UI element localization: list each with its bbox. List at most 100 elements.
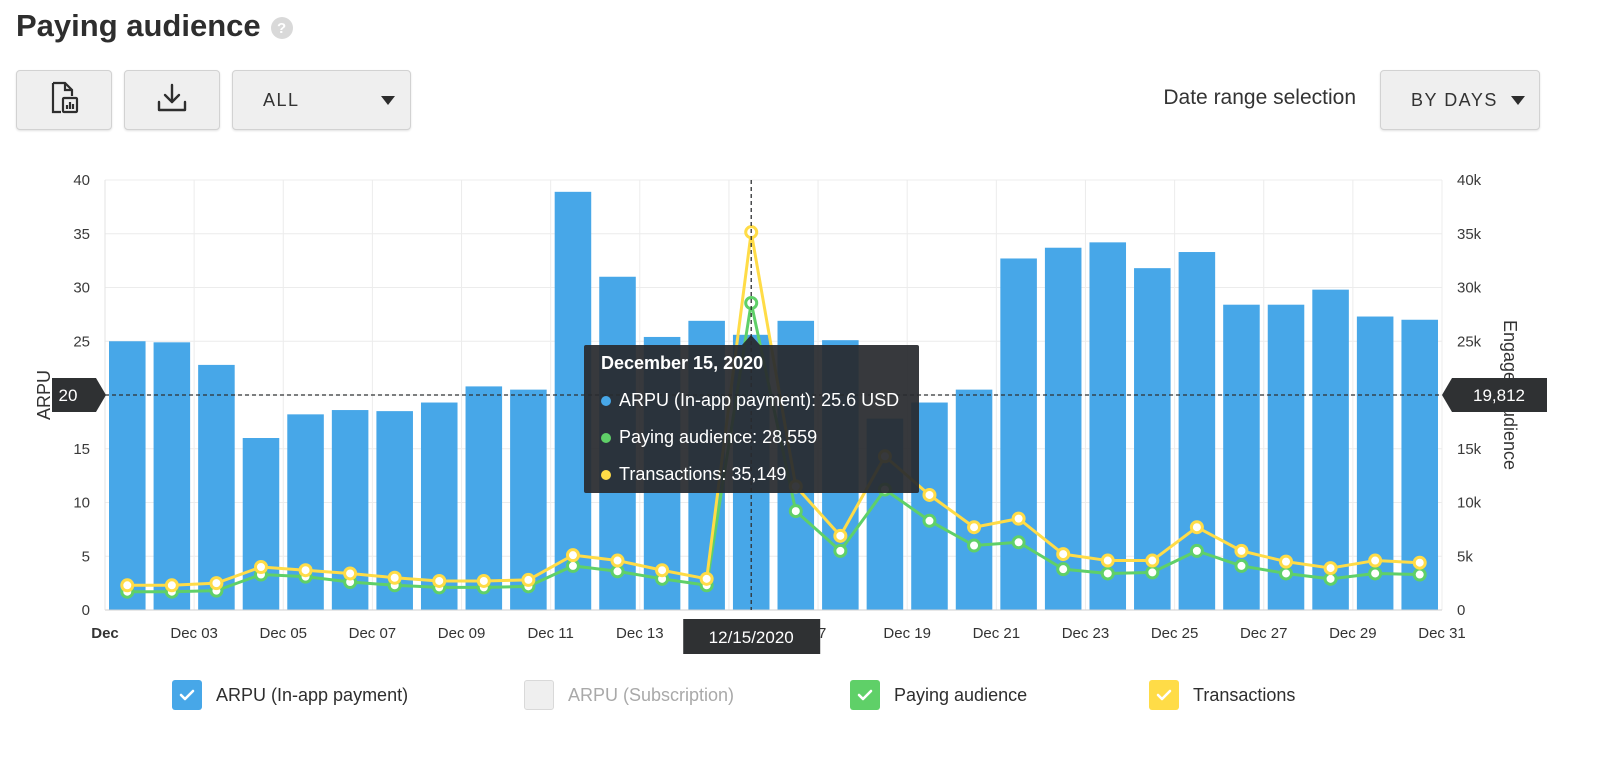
chevron-down-icon	[381, 95, 395, 105]
page-title: Paying audience	[16, 8, 261, 43]
tooltip-dot	[601, 469, 611, 480]
x-tick-label: Dec 19	[883, 625, 931, 642]
point-layer	[120, 225, 1427, 599]
tooltip-row-label: Transactions: 35,149	[619, 464, 787, 484]
chevron-down-icon	[1511, 95, 1525, 105]
date-range-label: Date range selection	[1163, 86, 1356, 109]
x-tick-label: Dec 29	[1329, 625, 1377, 642]
tooltip-title: December 15, 2020	[601, 353, 764, 373]
tooltip-dot	[601, 432, 611, 443]
point-transactions	[1412, 555, 1427, 570]
point-transactions	[253, 560, 268, 574]
filter-dropdown[interactable]: ALL	[232, 70, 411, 130]
point-transactions	[1189, 520, 1204, 535]
tooltip-dot	[601, 395, 611, 406]
point-transactions	[655, 563, 670, 578]
point-paying-audience	[1412, 567, 1427, 582]
legend-label: ARPU (Subscription)	[568, 684, 735, 705]
point-paying-audience	[788, 504, 803, 519]
y-left-tick-label: 0	[82, 602, 90, 619]
y-right-tick-label: 30k	[1457, 280, 1482, 297]
crosshair-right-marker	[1442, 378, 1547, 412]
x-tick-label: Dec 25	[1151, 625, 1199, 642]
bar-arpu	[1312, 289, 1349, 610]
tooltip-row-arpu: ARPU (In-app payment): 25.6 USD	[601, 390, 902, 411]
chart-legend: ARPU (In-app payment) ARPU (Subscription…	[0, 680, 1600, 716]
point-transactions	[1100, 553, 1115, 568]
tooltip-arrow	[742, 335, 760, 345]
legend-item-arpu-subscription[interactable]: ARPU (Subscription)	[524, 680, 734, 710]
bar-arpu	[955, 389, 993, 610]
crosshair-right-value: 19,812	[1473, 386, 1525, 405]
point-paying-audience	[1189, 543, 1204, 558]
point-transactions	[565, 548, 580, 563]
point-transactions	[922, 487, 937, 502]
page-title-row: Paying audience ?	[16, 8, 293, 44]
bar-arpu	[153, 342, 191, 610]
x-tick-label: Dec	[91, 625, 119, 642]
point-paying-audience	[1145, 565, 1160, 580]
x-tick-label: Dec 31	[1418, 625, 1466, 642]
point-transactions	[833, 528, 848, 543]
point-transactions	[164, 578, 179, 593]
date-range-value: BY DAYS	[1411, 89, 1498, 110]
x-tick-label: Dec 21	[973, 625, 1021, 642]
y-right-tick-label: 35k	[1457, 226, 1482, 243]
checkbox-checked-icon[interactable]	[850, 680, 880, 710]
point-transactions	[298, 563, 313, 578]
tooltip-row-label: Paying audience: 28,559	[619, 427, 818, 447]
y-left-tick-label: 5	[82, 548, 90, 565]
y-right-tick-label: 40k	[1457, 172, 1482, 189]
date-range-dropdown[interactable]: BY DAYS	[1380, 70, 1540, 130]
x-tick-label: Dec 05	[260, 625, 308, 642]
y-right-tick-label: 5k	[1457, 548, 1473, 565]
y-right-tick-label: 15k	[1457, 441, 1482, 458]
filter-value: ALL	[263, 89, 300, 110]
report-chart-icon	[48, 81, 80, 120]
legend-label: Transactions	[1193, 684, 1296, 705]
download-button[interactable]	[124, 70, 220, 130]
point-transactions	[610, 553, 625, 568]
point-transactions	[967, 520, 982, 535]
bar-arpu	[465, 386, 503, 610]
legend-item-paying-audience[interactable]: Paying audience	[850, 680, 1027, 710]
y-left-tick-label: 30	[73, 280, 90, 297]
point-paying-audience	[1100, 566, 1115, 581]
bar-arpu	[1000, 258, 1037, 610]
point-transactions	[1368, 553, 1383, 568]
checkbox-unchecked-icon[interactable]	[524, 680, 554, 710]
chart-tooltip: December 15, 2020 ARPU (In-app payment):…	[584, 335, 919, 493]
y-left-tick-label: 25	[73, 333, 90, 350]
crosshair-date: 12/15/2020	[709, 628, 794, 647]
legend-item-arpu-in-app[interactable]: ARPU (In-app payment)	[172, 680, 408, 710]
point-paying-audience	[1234, 558, 1249, 573]
report-button[interactable]	[16, 70, 112, 130]
x-tick-label: Dec 11	[527, 625, 573, 642]
point-paying-audience	[1056, 562, 1071, 577]
download-icon	[156, 82, 188, 119]
point-paying-audience	[1368, 566, 1383, 581]
tooltip-row-paying: Paying audience: 28,559	[601, 427, 902, 448]
x-tick-label: Dec 23	[1062, 625, 1110, 642]
y-left-tick-label: 10	[73, 495, 90, 512]
checkbox-checked-icon[interactable]	[1149, 680, 1179, 710]
point-transactions	[120, 578, 135, 593]
y-right-tick-label: 0	[1457, 602, 1465, 619]
y-right-tick-label: 10k	[1457, 495, 1482, 512]
bar-arpu	[1089, 242, 1127, 610]
tooltip-row-label: ARPU (In-app payment): 25.6 USD	[619, 390, 900, 410]
tooltip-row-transactions: Transactions: 35,149	[601, 464, 902, 485]
point-paying-audience	[1011, 535, 1026, 550]
checkbox-checked-icon[interactable]	[172, 680, 202, 710]
help-icon[interactable]: ?	[270, 17, 293, 39]
legend-label: Paying audience	[894, 684, 1028, 705]
y-right-tick-label: 25k	[1457, 333, 1482, 350]
point-transactions	[209, 576, 224, 591]
y-left-axis-title: ARPU	[34, 370, 54, 420]
legend-item-transactions[interactable]: Transactions	[1149, 680, 1295, 710]
point-transactions	[387, 570, 402, 585]
x-tick-label: Dec 27	[1240, 625, 1288, 642]
legend-label: ARPU (In-app payment)	[216, 684, 409, 705]
point-transactions	[1323, 561, 1338, 576]
point-transactions	[1234, 543, 1249, 558]
